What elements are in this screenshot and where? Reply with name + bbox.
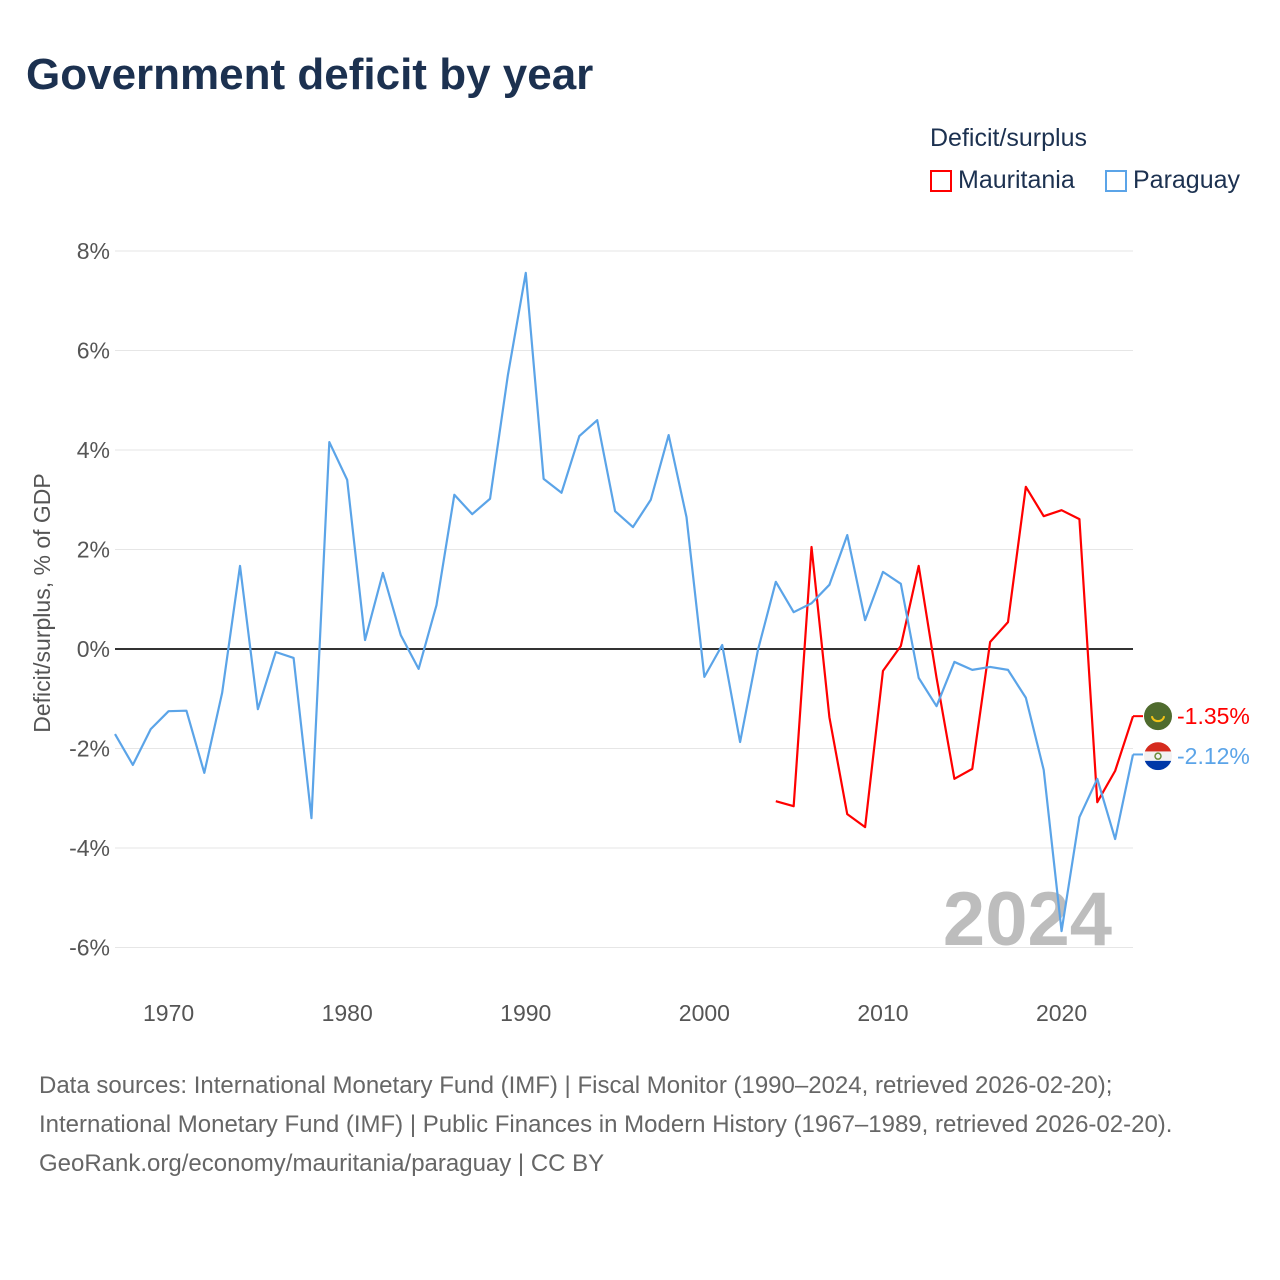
x-tick-label: 2020 [1036,1000,1087,1026]
flag-circle [1144,702,1172,731]
data-sources-text: Data sources: International Monetary Fun… [39,1072,1173,1138]
series-line-paraguay [114,271,1135,933]
end-value-label: -2.12% [1177,743,1250,769]
x-tick-label: 1970 [143,1000,194,1026]
sources: Data sources: International Monetary Fun… [39,1066,1239,1183]
paraguay-flag-icon [1144,742,1172,771]
y-tick-label: 8% [77,238,110,264]
y-tick-label: 2% [77,537,110,563]
attribution-link[interactable]: GeoRank.org/economy/mauritania/paraguay … [39,1150,605,1177]
chart-title: Government deficit by year [26,50,594,99]
year-watermark: 2024 [943,877,1112,962]
series-line-mauritania [775,485,1135,829]
flag-blue [1144,760,1172,771]
legend-label: Paraguay [1133,166,1241,194]
x-tick-label: 1980 [322,1000,373,1026]
x-tick-label: 1990 [500,1000,551,1026]
line-chart: -6% -4% -2% 0% 2% 4% 6% 8% 1970 1980 1990 2000 2010 2… [29,238,1250,1026]
y-tick-label: 6% [77,338,110,364]
flag-white [1144,751,1172,761]
mauritania-flag-icon [1144,702,1172,731]
x-tick-label: 2010 [857,1000,908,1026]
y-tick-label: 0% [77,636,110,662]
legend-swatch [1105,169,1127,192]
emblem-icon [1154,752,1162,760]
legend-item-paraguay[interactable]: Paraguay [1105,166,1240,195]
x-tick-label: 2000 [679,1000,730,1026]
legend-title: Deficit/surplus [930,124,1087,152]
legend-swatch [930,169,952,192]
legend-item-mauritania[interactable]: Mauritania [930,166,1075,195]
crescent-icon [1151,715,1165,723]
y-tick-label: -4% [69,835,110,861]
end-value-label: -1.35% [1177,703,1250,729]
y-axis-label: Deficit/surplus, % of GDP [29,473,55,732]
y-tick-label: 4% [77,437,110,463]
legend-label: Mauritania [958,166,1075,194]
y-tick-label: -6% [69,935,110,961]
flag-red [1144,742,1172,752]
y-tick-label: -2% [69,736,110,762]
